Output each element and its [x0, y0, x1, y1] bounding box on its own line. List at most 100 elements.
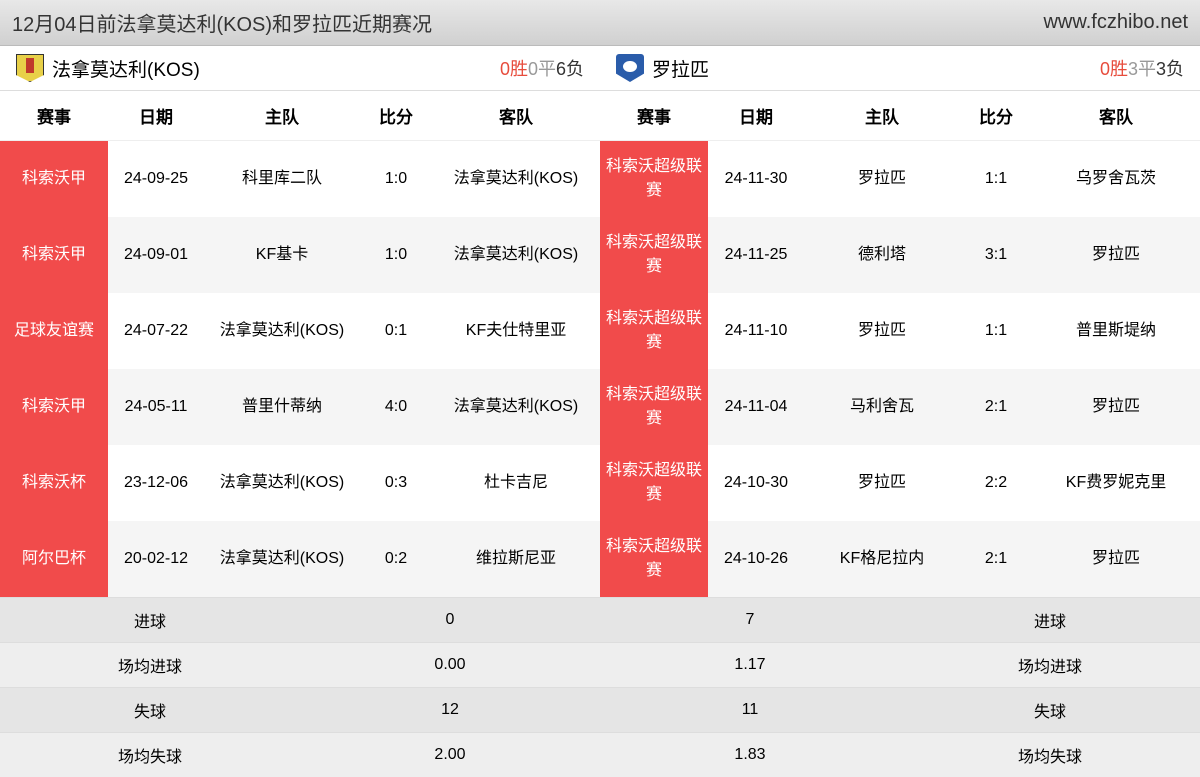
cell-date: 24-09-25 [108, 141, 204, 218]
cell-comp: 科索沃超级联赛 [600, 141, 708, 218]
label-goals-left: 进球 [0, 598, 300, 643]
cell-date: 23-12-06 [108, 445, 204, 521]
val-a-avggoals: 0.00 [300, 643, 600, 688]
table-row: 科索沃甲24-05-11普里什蒂纳4:0法拿莫达利(KOS) [0, 369, 600, 445]
header-row: 赛事 日期 主队 比分 客队 [0, 91, 600, 141]
cell-home: 法拿莫达利(KOS) [204, 521, 360, 597]
cell-home: 马利舍瓦 [804, 369, 960, 445]
cell-date: 24-05-11 [108, 369, 204, 445]
site-link[interactable]: www.fczhibo.net [1043, 11, 1188, 34]
cell-date: 24-11-25 [708, 217, 804, 293]
cell-date: 24-11-30 [708, 141, 804, 218]
label-avggoals-left: 场均进球 [0, 643, 300, 688]
cell-comp: 科索沃超级联赛 [600, 445, 708, 521]
cell-home: 德利塔 [804, 217, 960, 293]
cell-comp: 科索沃超级联赛 [600, 369, 708, 445]
cell-away: 法拿莫达利(KOS) [432, 369, 600, 445]
cell-score: 0:3 [360, 445, 432, 521]
cell-comp: 科索沃杯 [0, 445, 108, 521]
label-conc-left: 失球 [0, 688, 300, 733]
col-comp: 赛事 [0, 91, 108, 141]
table-row: 科索沃超级联赛24-11-25德利塔3:1罗拉匹 [600, 217, 1200, 293]
label-goals-right: 进球 [900, 598, 1200, 643]
val-b-conc: 11 [600, 688, 900, 733]
val-a-conc: 12 [300, 688, 600, 733]
col-away: 客队 [432, 91, 600, 141]
cell-score: 4:0 [360, 369, 432, 445]
team-a-header: 法拿莫达利(KOS) 0胜0平6负 [0, 46, 600, 91]
cell-score: 1:1 [960, 141, 1032, 218]
cell-score: 2:1 [960, 521, 1032, 597]
cell-date: 24-11-10 [708, 293, 804, 369]
cell-date: 24-07-22 [108, 293, 204, 369]
cell-away: 罗拉匹 [1032, 369, 1200, 445]
cell-comp: 科索沃甲 [0, 217, 108, 293]
cell-away: KF费罗妮克里 [1032, 445, 1200, 521]
cell-comp: 科索沃超级联赛 [600, 217, 708, 293]
table-row: 科索沃甲24-09-01KF基卡1:0法拿莫达利(KOS) [0, 217, 600, 293]
cell-score: 0:1 [360, 293, 432, 369]
team-b-logo-icon [616, 54, 644, 82]
cell-comp: 阿尔巴杯 [0, 521, 108, 597]
cell-score: 2:2 [960, 445, 1032, 521]
cell-away: 乌罗舍瓦茨 [1032, 141, 1200, 218]
val-a-avgconc: 2.00 [300, 733, 600, 777]
cell-date: 24-11-04 [708, 369, 804, 445]
cell-home: 法拿莫达利(KOS) [204, 293, 360, 369]
table-row: 科索沃超级联赛24-10-30罗拉匹2:2KF费罗妮克里 [600, 445, 1200, 521]
val-b-goals: 7 [600, 598, 900, 643]
header-row: 赛事 日期 主队 比分 客队 [600, 91, 1200, 141]
cell-home: 罗拉匹 [804, 141, 960, 218]
cell-score: 2:1 [960, 369, 1032, 445]
cell-home: KF格尼拉内 [804, 521, 960, 597]
cell-score: 1:0 [360, 217, 432, 293]
team-b-header: 罗拉匹 0胜3平3负 [600, 46, 1200, 91]
val-b-avggoals: 1.17 [600, 643, 900, 688]
team-a-table: 赛事 日期 主队 比分 客队 科索沃甲24-09-25科里库二队1:0法拿莫达利… [0, 91, 600, 597]
cell-comp: 科索沃超级联赛 [600, 293, 708, 369]
col-date: 日期 [708, 91, 804, 141]
team-a-logo-icon [16, 54, 44, 82]
cell-comp: 科索沃甲 [0, 141, 108, 218]
teams-row: 法拿莫达利(KOS) 0胜0平6负 罗拉匹 0胜3平3负 [0, 46, 1200, 91]
team-b-name: 罗拉匹 [652, 55, 1100, 82]
label-avggoals-right: 场均进球 [900, 643, 1200, 688]
col-score: 比分 [960, 91, 1032, 141]
col-score: 比分 [360, 91, 432, 141]
cell-home: 法拿莫达利(KOS) [204, 445, 360, 521]
val-a-goals: 0 [300, 598, 600, 643]
cell-score: 1:1 [960, 293, 1032, 369]
cell-home: 科里库二队 [204, 141, 360, 218]
table-row: 科索沃甲24-09-25科里库二队1:0法拿莫达利(KOS) [0, 141, 600, 218]
cell-date: 24-10-30 [708, 445, 804, 521]
team-a-name: 法拿莫达利(KOS) [52, 55, 500, 82]
tables-container: 赛事 日期 主队 比分 客队 科索沃甲24-09-25科里库二队1:0法拿莫达利… [0, 91, 1200, 597]
cell-score: 0:2 [360, 521, 432, 597]
summary-row-conceded: 失球 12 11 失球 [0, 688, 1200, 733]
cell-score: 3:1 [960, 217, 1032, 293]
col-away: 客队 [1032, 91, 1200, 141]
col-home: 主队 [804, 91, 960, 141]
col-date: 日期 [108, 91, 204, 141]
table-row: 科索沃超级联赛24-11-04马利舍瓦2:1罗拉匹 [600, 369, 1200, 445]
team-b-record: 0胜3平3负 [1100, 55, 1184, 81]
label-conc-right: 失球 [900, 688, 1200, 733]
cell-home: KF基卡 [204, 217, 360, 293]
summary-table: 进球 0 7 进球 场均进球 0.00 1.17 场均进球 失球 12 11 失… [0, 597, 1200, 777]
cell-date: 24-09-01 [108, 217, 204, 293]
cell-home: 罗拉匹 [804, 293, 960, 369]
cell-away: 法拿莫达利(KOS) [432, 141, 600, 218]
table-row: 科索沃超级联赛24-10-26KF格尼拉内2:1罗拉匹 [600, 521, 1200, 597]
table-row: 科索沃杯23-12-06法拿莫达利(KOS)0:3杜卡吉尼 [0, 445, 600, 521]
table-row: 科索沃超级联赛24-11-10罗拉匹1:1普里斯堤纳 [600, 293, 1200, 369]
cell-away: 普里斯堤纳 [1032, 293, 1200, 369]
cell-date: 24-10-26 [708, 521, 804, 597]
cell-score: 1:0 [360, 141, 432, 218]
cell-away: 罗拉匹 [1032, 217, 1200, 293]
team-b-table: 赛事 日期 主队 比分 客队 科索沃超级联赛24-11-30罗拉匹1:1乌罗舍瓦… [600, 91, 1200, 597]
page-header: 12月04日前法拿莫达利(KOS)和罗拉匹近期赛况 www.fczhibo.ne… [0, 0, 1200, 46]
val-b-avgconc: 1.83 [600, 733, 900, 777]
cell-away: 法拿莫达利(KOS) [432, 217, 600, 293]
table-row: 阿尔巴杯20-02-12法拿莫达利(KOS)0:2维拉斯尼亚 [0, 521, 600, 597]
cell-away: KF夫仕特里亚 [432, 293, 600, 369]
